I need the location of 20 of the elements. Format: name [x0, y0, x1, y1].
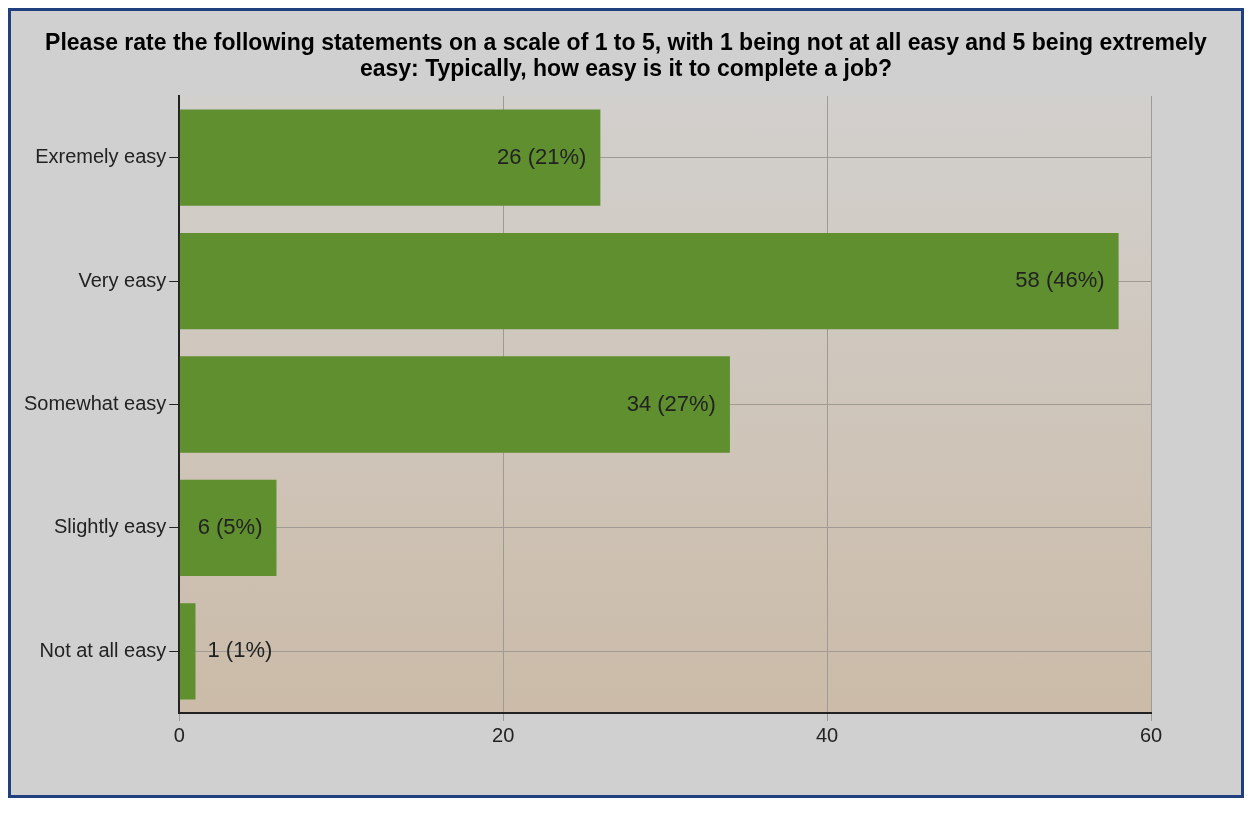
y-tick-label: Not at all easy: [39, 638, 167, 661]
x-tick-label: 20: [492, 723, 515, 746]
x-tick-label: 60: [1139, 723, 1163, 746]
data-label: 6 (5%): [197, 513, 263, 539]
bar: [179, 603, 196, 700]
y-tick-label: Somewhat easy: [24, 392, 167, 415]
y-tick-label: Exremely easy: [35, 145, 167, 168]
chart-title: Please rate the following statements on a scale of 1 to 5, with 1 being not at all easy and 5 being extremely easy: Typically, how easy is it to complete a job?: [44, 28, 1208, 81]
data-label: 1 (1%): [207, 637, 273, 663]
bar: [179, 232, 1119, 330]
x-tick-label: 40: [815, 723, 839, 746]
y-tick-label: Very easy: [78, 268, 167, 291]
bar: [179, 109, 601, 206]
data-label: 26 (21%): [497, 143, 587, 169]
y-tick-label: Slightly easy: [54, 515, 167, 538]
x-tick-label: 0: [173, 723, 185, 746]
bar: [179, 356, 730, 453]
data-label: 34 (27%): [626, 390, 716, 416]
bar: [179, 479, 277, 577]
data-label: 58 (46%): [1015, 267, 1105, 293]
